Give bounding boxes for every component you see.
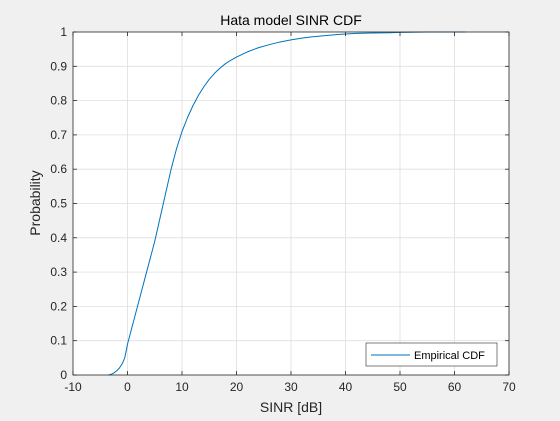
legend-entry-empirical-cdf: Empirical CDF [414, 350, 485, 362]
y-tick-label: 0.8 [50, 94, 67, 108]
y-tick-label: 0.3 [50, 265, 67, 279]
x-tick-label: 30 [284, 380, 298, 394]
chart-title: Hata model SINR CDF [220, 12, 362, 28]
y-axis-label: Probability [27, 170, 43, 235]
y-tick-label: 0 [60, 368, 67, 382]
x-tick-label: 20 [230, 380, 244, 394]
y-tick-label: 0.4 [50, 231, 67, 245]
x-tick-label: 60 [448, 380, 462, 394]
series-layer [108, 31, 466, 376]
y-tick-label: 0.5 [50, 197, 67, 211]
y-tick-label: 0.2 [50, 299, 67, 313]
x-tick-label: -10 [64, 380, 82, 394]
series-line-empirical-cdf [108, 31, 466, 376]
y-tick-label: 0.1 [50, 334, 67, 348]
y-tick-label: 0.7 [50, 128, 67, 142]
legend: Empirical CDF [365, 342, 498, 367]
x-tick-label: 0 [124, 380, 131, 394]
x-tick-label: 10 [175, 380, 189, 394]
tick-marks [72, 31, 510, 376]
x-axis-label: SINR [dB] [260, 399, 322, 415]
y-tick-label: 0.6 [50, 162, 67, 176]
tick-labels: -10 0 10 20 30 40 50 60 7000.10.20.30.40.50.60.7… [50, 25, 516, 394]
y-tick-label: 0.9 [50, 59, 67, 73]
y-tick-label: 1 [60, 25, 67, 39]
x-tick-label: 50 [393, 380, 407, 394]
grid-lines [73, 32, 509, 375]
legend-box [365, 342, 498, 367]
x-tick-label: 70 [502, 380, 516, 394]
x-tick-label: 40 [339, 380, 353, 394]
